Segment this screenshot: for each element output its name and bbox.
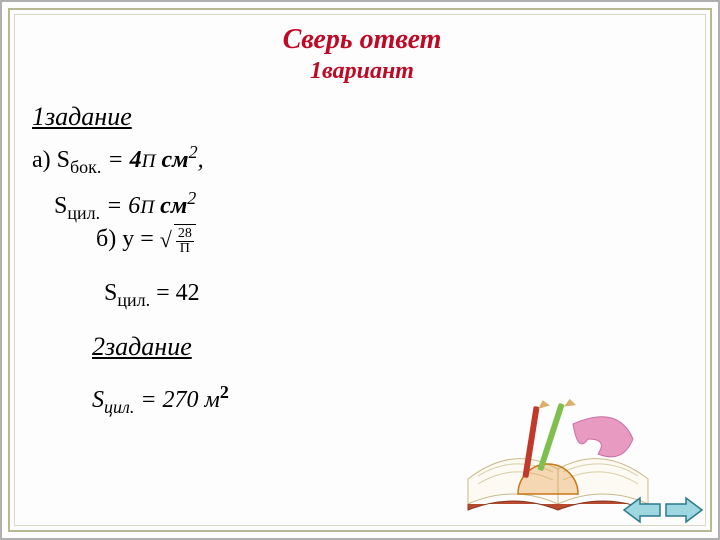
label-b-prefix: б) у = — [96, 226, 160, 252]
label-t2-eq: = 270 м — [134, 387, 220, 413]
sqrt-body: 28 П — [174, 224, 196, 256]
arrow-right-icon — [664, 496, 704, 524]
task2-line: Sцил. = 270 м2 — [92, 378, 229, 422]
next-button[interactable] — [664, 496, 704, 524]
arrow-left-icon — [622, 496, 662, 524]
label-a-eq: = — [101, 147, 129, 173]
label-l2-unit: см — [154, 193, 187, 219]
book-illustration — [458, 384, 658, 514]
label-a-sub: бок. — [70, 157, 101, 177]
label-t2-sub: цил. — [104, 397, 134, 417]
prev-button[interactable] — [622, 496, 662, 524]
label-l4-eq: = 42 — [150, 280, 200, 306]
label-a-prefix: а) S — [32, 147, 70, 173]
fraction-num: 28 — [176, 227, 194, 242]
task1-line-a: а) Sбок. = 4П см2, — [32, 138, 204, 182]
label-l4-sub: цил. — [117, 290, 150, 310]
label-t2-S: S — [92, 387, 104, 413]
label-l2-pi: П — [140, 197, 154, 218]
task1-line4: Sцил. = 42 — [104, 274, 200, 315]
task1-line-b: б) у = √ 28 П — [96, 220, 196, 258]
label-a-unit: см — [155, 147, 188, 173]
task2-heading: 2задание — [92, 326, 192, 368]
sqrt-expression: √ 28 П — [160, 224, 196, 256]
fraction-den: П — [176, 242, 194, 256]
label-l2-eq: = 6 — [100, 193, 140, 219]
slide-subtitle: 1вариант — [2, 58, 720, 85]
slide-title: Сверь ответ — [2, 24, 720, 56]
task1-heading: 1задание — [32, 96, 132, 138]
label-a-val: 4 — [130, 147, 142, 173]
label-l2-S: S — [54, 193, 67, 219]
label-t2-pow: 2 — [220, 382, 229, 402]
label-a-comma: , — [198, 147, 204, 173]
label-l4-S: S — [104, 280, 117, 306]
label-a-pi: П — [142, 151, 156, 172]
sqrt-icon: √ — [160, 229, 172, 251]
fraction: 28 П — [176, 227, 194, 256]
label-l2-pow: 2 — [187, 188, 196, 208]
label-a-pow: 2 — [189, 142, 198, 162]
